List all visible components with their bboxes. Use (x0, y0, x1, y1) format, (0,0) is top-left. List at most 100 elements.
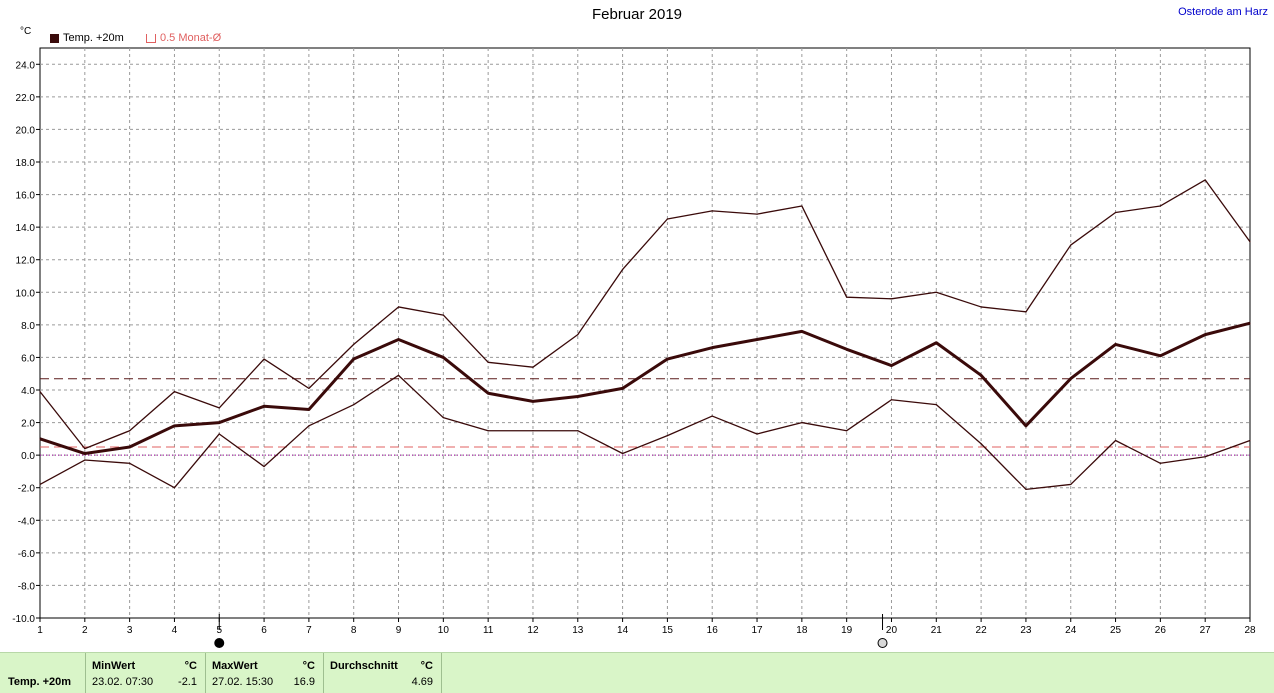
point-min (39, 483, 41, 486)
point-mean (1204, 334, 1206, 336)
legend-avg-label: 0.5 Monat-Ø (160, 32, 222, 44)
x-tick-label: 19 (841, 625, 853, 636)
point-min (1114, 439, 1117, 442)
y-tick-label: -6.0 (18, 549, 36, 560)
point-min (1025, 488, 1027, 490)
min-value: -2.1 (178, 676, 197, 688)
point-max (1249, 241, 1251, 243)
legend-series-swatch (50, 33, 59, 43)
x-tick-label: 5 (216, 625, 222, 636)
point-mean (756, 338, 758, 341)
y-tick-label: 18.0 (16, 158, 36, 169)
point-max (173, 391, 176, 393)
legend-series[interactable]: Temp. +20m (50, 32, 124, 44)
footer-min-cell: MinWert °C 23.02. 07:30 -2.1 (86, 653, 206, 693)
x-tick-label: 18 (796, 625, 808, 636)
point-max (980, 306, 982, 308)
point-max (756, 213, 758, 215)
point-max (129, 430, 131, 432)
y-axis-unit: °C (20, 26, 32, 37)
footer-series-cell: Temp. +20m (0, 653, 86, 693)
min-unit: °C (184, 660, 197, 672)
max-unit: °C (302, 660, 315, 672)
y-tick-label: 14.0 (16, 223, 36, 234)
point-max (846, 296, 848, 298)
stats-footer: Temp. +20m MinWert °C 23.02. 07:30 -2.1 … (0, 652, 1274, 693)
point-mean (532, 400, 534, 402)
point-min (84, 459, 86, 461)
max-heading: MaxWert (212, 660, 258, 672)
y-tick-label: 6.0 (21, 353, 35, 364)
point-min (1204, 456, 1206, 458)
plot-area (39, 47, 1251, 619)
series-line-mean (39, 321, 1251, 456)
x-tick-label: 21 (931, 625, 943, 636)
point-mean (577, 395, 579, 398)
point-mean (890, 364, 893, 367)
x-tick-label: 23 (1020, 625, 1032, 636)
max-value: 16.9 (293, 676, 315, 688)
point-min (801, 421, 803, 424)
point-mean (218, 421, 220, 424)
point-min (532, 430, 534, 432)
point-max (666, 218, 669, 220)
legend-monthly-avg[interactable]: 0.5 Monat-Ø (146, 32, 221, 44)
min-heading: MinWert (92, 660, 136, 672)
series-line-max (39, 179, 1251, 450)
chart-title: Februar 2019 (591, 6, 683, 23)
point-mean (621, 387, 624, 389)
point-min (756, 433, 758, 435)
point-max (1070, 244, 1072, 246)
x-tick-label: 9 (396, 625, 402, 636)
point-min (487, 430, 489, 432)
point-min (353, 404, 355, 406)
x-tick-label: 26 (1155, 625, 1167, 636)
point-min (218, 433, 220, 435)
footer-avg-cell: Durchschnitt °C 4.69 (324, 653, 442, 693)
point-max (532, 366, 534, 368)
point-min (890, 399, 893, 401)
y-tick-label: 0.0 (21, 451, 35, 462)
x-tick-label: 17 (751, 625, 763, 636)
point-max (1025, 311, 1027, 313)
y-tick-label: 20.0 (16, 125, 36, 136)
legend-avg-swatch (146, 33, 156, 43)
full-moon-icon (877, 638, 888, 648)
y-tick-label: 8.0 (21, 321, 35, 332)
x-tick-label: 7 (306, 625, 312, 636)
y-tick-label: -10.0 (12, 614, 35, 625)
point-max (397, 306, 400, 308)
point-min (846, 430, 848, 432)
point-max (84, 448, 86, 450)
point-mean (1159, 355, 1161, 357)
y-tick-label: 10.0 (16, 288, 36, 299)
x-tick-label: 6 (261, 625, 267, 636)
point-mean (353, 358, 355, 360)
point-min (935, 404, 937, 406)
point-mean (935, 342, 937, 344)
point-mean (1249, 322, 1251, 324)
y-tick-label: -4.0 (18, 516, 36, 527)
point-mean (84, 452, 86, 455)
max-date: 27.02. 15:30 (212, 676, 274, 688)
y-tick-label: -2.0 (18, 484, 36, 495)
avg-unit: °C (420, 660, 433, 672)
x-tick-label: 16 (707, 625, 719, 636)
point-min (1070, 483, 1072, 486)
point-min (173, 487, 176, 489)
point-max (39, 391, 41, 393)
x-tick-label: 27 (1200, 625, 1212, 636)
x-tick-label: 13 (572, 625, 584, 636)
point-min (397, 374, 400, 376)
x-tick-label: 8 (351, 625, 357, 636)
point-mean (487, 392, 489, 394)
temperature-chart: 24.022.020.018.016.014.012.010.08.06.04.… (12, 47, 1256, 648)
point-mean (308, 408, 310, 411)
y-tick-label: -8.0 (18, 581, 36, 592)
x-tick-label: 15 (662, 625, 674, 636)
x-tick-label: 4 (172, 625, 178, 636)
point-min (621, 452, 624, 455)
point-mean (442, 356, 444, 359)
point-max (487, 361, 489, 363)
point-max (801, 205, 803, 207)
